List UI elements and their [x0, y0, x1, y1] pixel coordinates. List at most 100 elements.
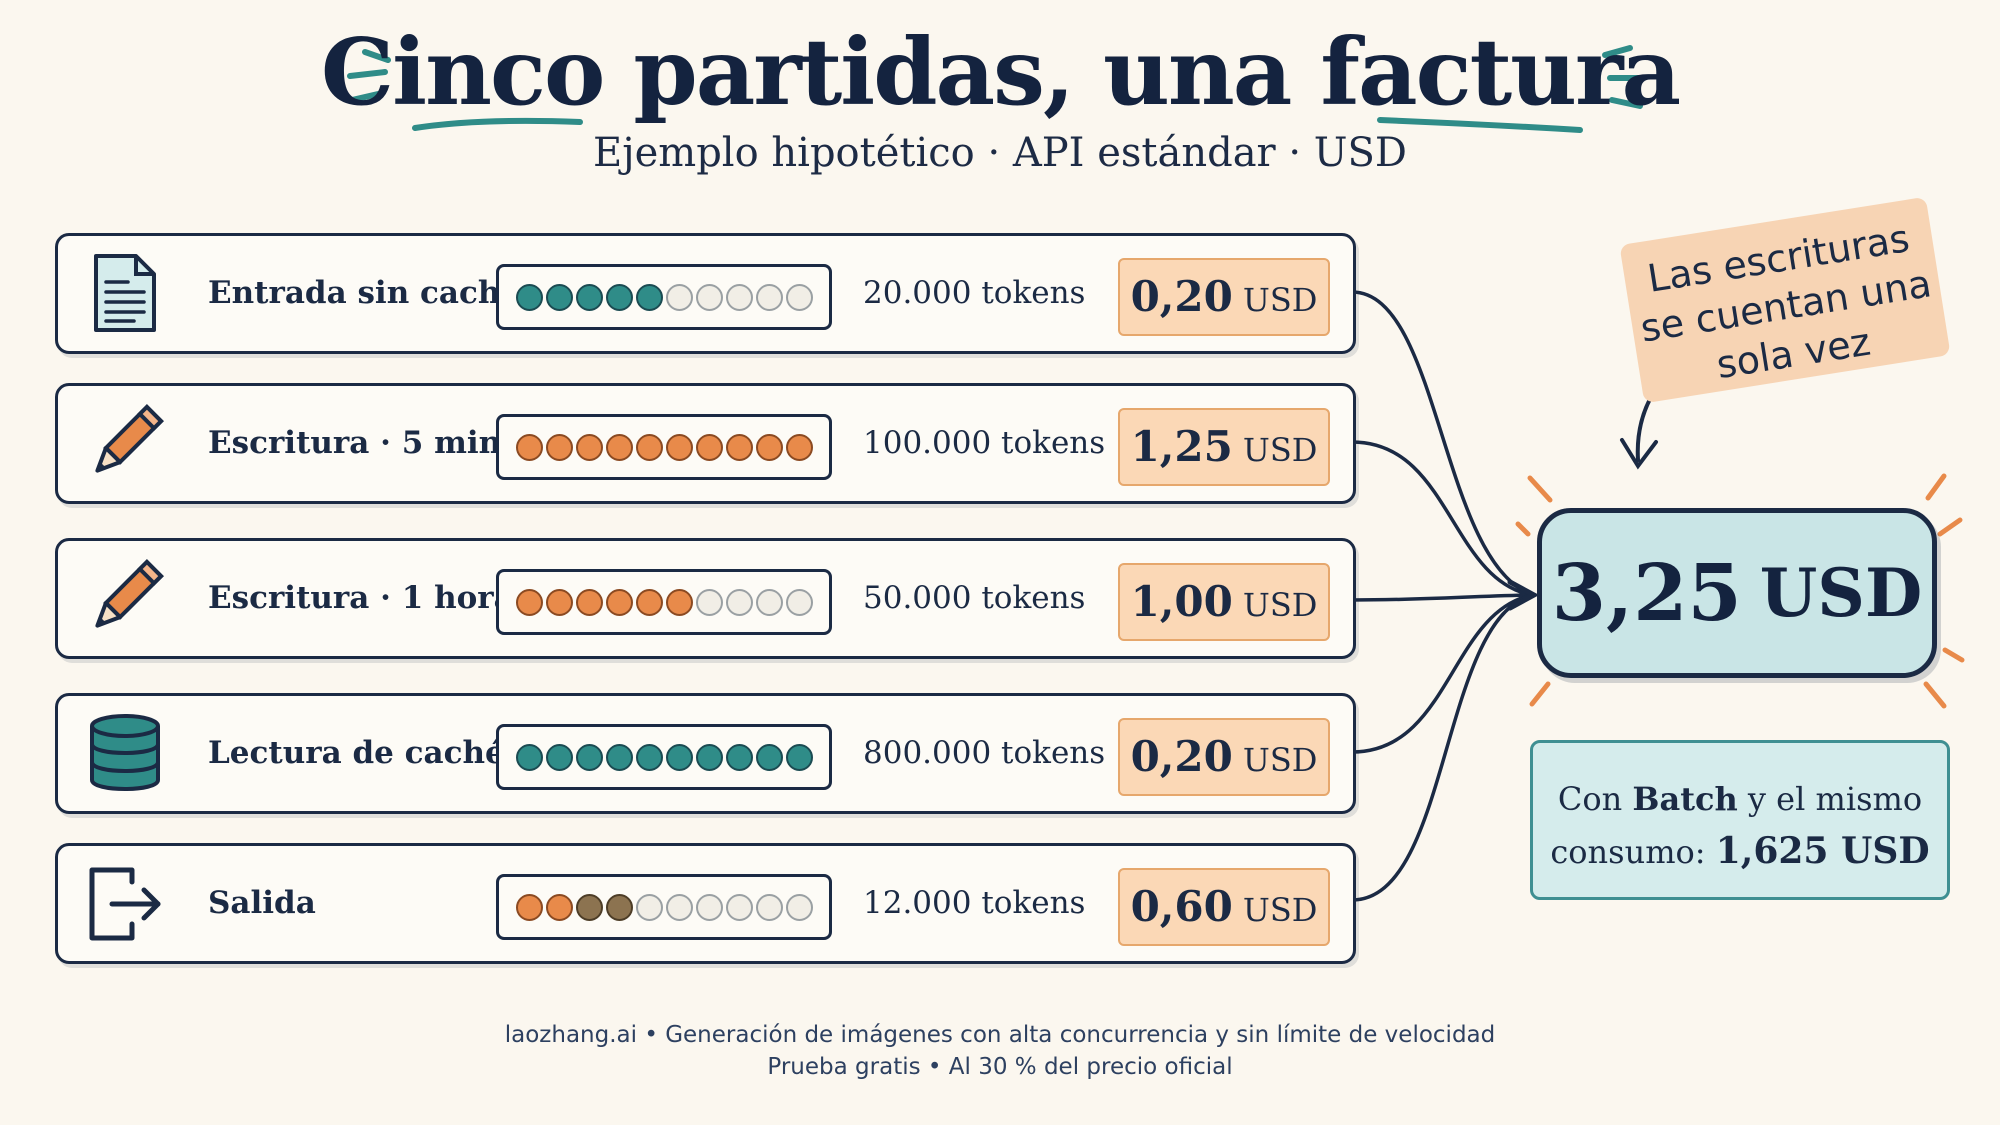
- usage-meter: [496, 414, 832, 480]
- row-label: Escritura · 1 hora: [208, 580, 514, 616]
- meter-dot-filled: [725, 433, 753, 461]
- connector-line: [1350, 290, 1534, 597]
- price-tag: 0,20 USD: [1118, 718, 1330, 796]
- burst-line: [1925, 473, 1947, 501]
- pencil-icon: [95, 559, 164, 628]
- pencil-icon: [95, 404, 164, 473]
- meter-dot-filled: [575, 743, 603, 771]
- sticky-note: Las escrituras se cuentan una sola vez: [1619, 196, 1951, 404]
- burst-line: [1923, 681, 1947, 709]
- meter-dot-filled: [665, 743, 693, 771]
- row-label: Escritura · 5 min: [208, 425, 502, 461]
- connector-line: [1350, 593, 1534, 602]
- meter-dot-filled: [575, 433, 603, 461]
- burst-line: [1529, 681, 1551, 707]
- meter-dot-filled: [635, 433, 663, 461]
- meter-dot-filled: [695, 743, 723, 771]
- meter-dot-filled: [545, 743, 573, 771]
- connector-arrowhead: [1507, 579, 1540, 611]
- meter-dot-filled: [605, 433, 633, 461]
- price-amount: 0,20: [1130, 272, 1233, 321]
- token-count: 20.000 tokens: [863, 275, 1086, 311]
- token-count: 50.000 tokens: [863, 580, 1086, 616]
- price-unit: USD: [1242, 741, 1318, 779]
- meter-dot-empty: [635, 893, 663, 921]
- meter-dot-filled: [545, 283, 573, 311]
- meter-dot-filled: [785, 433, 813, 461]
- total-unit: USD: [1759, 554, 1923, 632]
- meter-dot-filled: [665, 433, 693, 461]
- price-tag: 1,25 USD: [1118, 408, 1330, 486]
- meter-dot-filled: [515, 433, 543, 461]
- meter-dot-empty: [725, 588, 753, 616]
- batch-value: 1,625 USD: [1715, 830, 1930, 872]
- meter-dot-empty: [725, 893, 753, 921]
- meter-dot-filled: [545, 433, 573, 461]
- usage-meter: [496, 264, 832, 330]
- footer-line-1: laozhang.ai • Generación de imágenes con…: [504, 1022, 1496, 1048]
- meter-dot-filled: [605, 743, 633, 771]
- connector-line: [1350, 593, 1534, 754]
- batch-prefix: Con: [1557, 780, 1623, 818]
- usage-meter: [496, 874, 832, 940]
- meter-dot-filled: [515, 283, 543, 311]
- price-tag: 0,20 USD: [1118, 258, 1330, 336]
- meter-dot-filled: [605, 283, 633, 311]
- meter-dot-filled: [755, 743, 783, 771]
- connector-line: [1350, 593, 1534, 902]
- price-unit: USD: [1242, 891, 1318, 929]
- row-label: Salida: [208, 885, 316, 921]
- burst-line: [1527, 475, 1553, 503]
- line-item-row: Escritura · 5 min 100.000 tokens 1,25 US…: [55, 383, 1356, 504]
- meter-dot-filled: [785, 743, 813, 771]
- batch-note: Con Batch y el mismo consumo: 1,625 USD: [1530, 740, 1950, 900]
- meter-dot-filled: [515, 743, 543, 771]
- token-count: 800.000 tokens: [863, 735, 1106, 771]
- burst-line: [1942, 647, 1965, 663]
- batch-suffix: y el mismo: [1747, 780, 1923, 818]
- meter-dot-filled: [605, 893, 633, 921]
- batch-line-2: consumo: 1,625 USD: [1533, 825, 1947, 878]
- note-arrowhead: [1620, 438, 1658, 470]
- usage-meter: [496, 569, 832, 635]
- meter-dot-filled: [635, 743, 663, 771]
- meter-dot-filled: [695, 433, 723, 461]
- batch-line-1: Con Batch y el mismo: [1533, 773, 1947, 825]
- meter-dot-filled: [515, 588, 543, 616]
- meter-dot-filled: [635, 588, 663, 616]
- price-amount: 0,60: [1130, 882, 1233, 931]
- meter-dot-empty: [665, 893, 693, 921]
- line-item-row: Lectura de caché 800.000 tokens 0,20 USD: [55, 693, 1356, 814]
- price-amount: 1,25: [1130, 422, 1233, 471]
- price-tag: 1,00 USD: [1118, 563, 1330, 641]
- meter-dot-filled: [575, 893, 603, 921]
- row-label: Entrada sin caché: [208, 275, 521, 311]
- line-item-row: Escritura · 1 hora 50.000 tokens 1,00 US…: [55, 538, 1356, 659]
- burst-line: [1937, 517, 1963, 537]
- document-icon: [94, 254, 156, 332]
- meter-dot-empty: [755, 588, 783, 616]
- meter-dot-empty: [695, 893, 723, 921]
- batch-line2-prefix: consumo:: [1550, 833, 1706, 871]
- meter-dot-filled: [575, 588, 603, 616]
- row-label: Lectura de caché: [208, 735, 505, 771]
- price-unit: USD: [1242, 281, 1318, 319]
- meter-dot-empty: [785, 893, 813, 921]
- meter-dot-filled: [515, 893, 543, 921]
- meter-dot-empty: [695, 283, 723, 311]
- token-count: 12.000 tokens: [863, 885, 1086, 921]
- exit-icon: [89, 867, 161, 941]
- price-unit: USD: [1242, 586, 1318, 624]
- line-item-row: Salida 12.000 tokens 0,60 USD: [55, 843, 1356, 964]
- meter-dot-filled: [665, 588, 693, 616]
- meter-dot-filled: [755, 433, 783, 461]
- price-tag: 0,60 USD: [1118, 868, 1330, 946]
- connector-line: [1350, 440, 1534, 597]
- page-title: Cinco partidas, una factura: [320, 18, 1681, 126]
- total-box: 3,25 USD: [1537, 508, 1937, 678]
- meter-dot-empty: [695, 588, 723, 616]
- meter-dot-empty: [725, 283, 753, 311]
- burst-line: [1515, 521, 1531, 537]
- meter-dot-filled: [635, 283, 663, 311]
